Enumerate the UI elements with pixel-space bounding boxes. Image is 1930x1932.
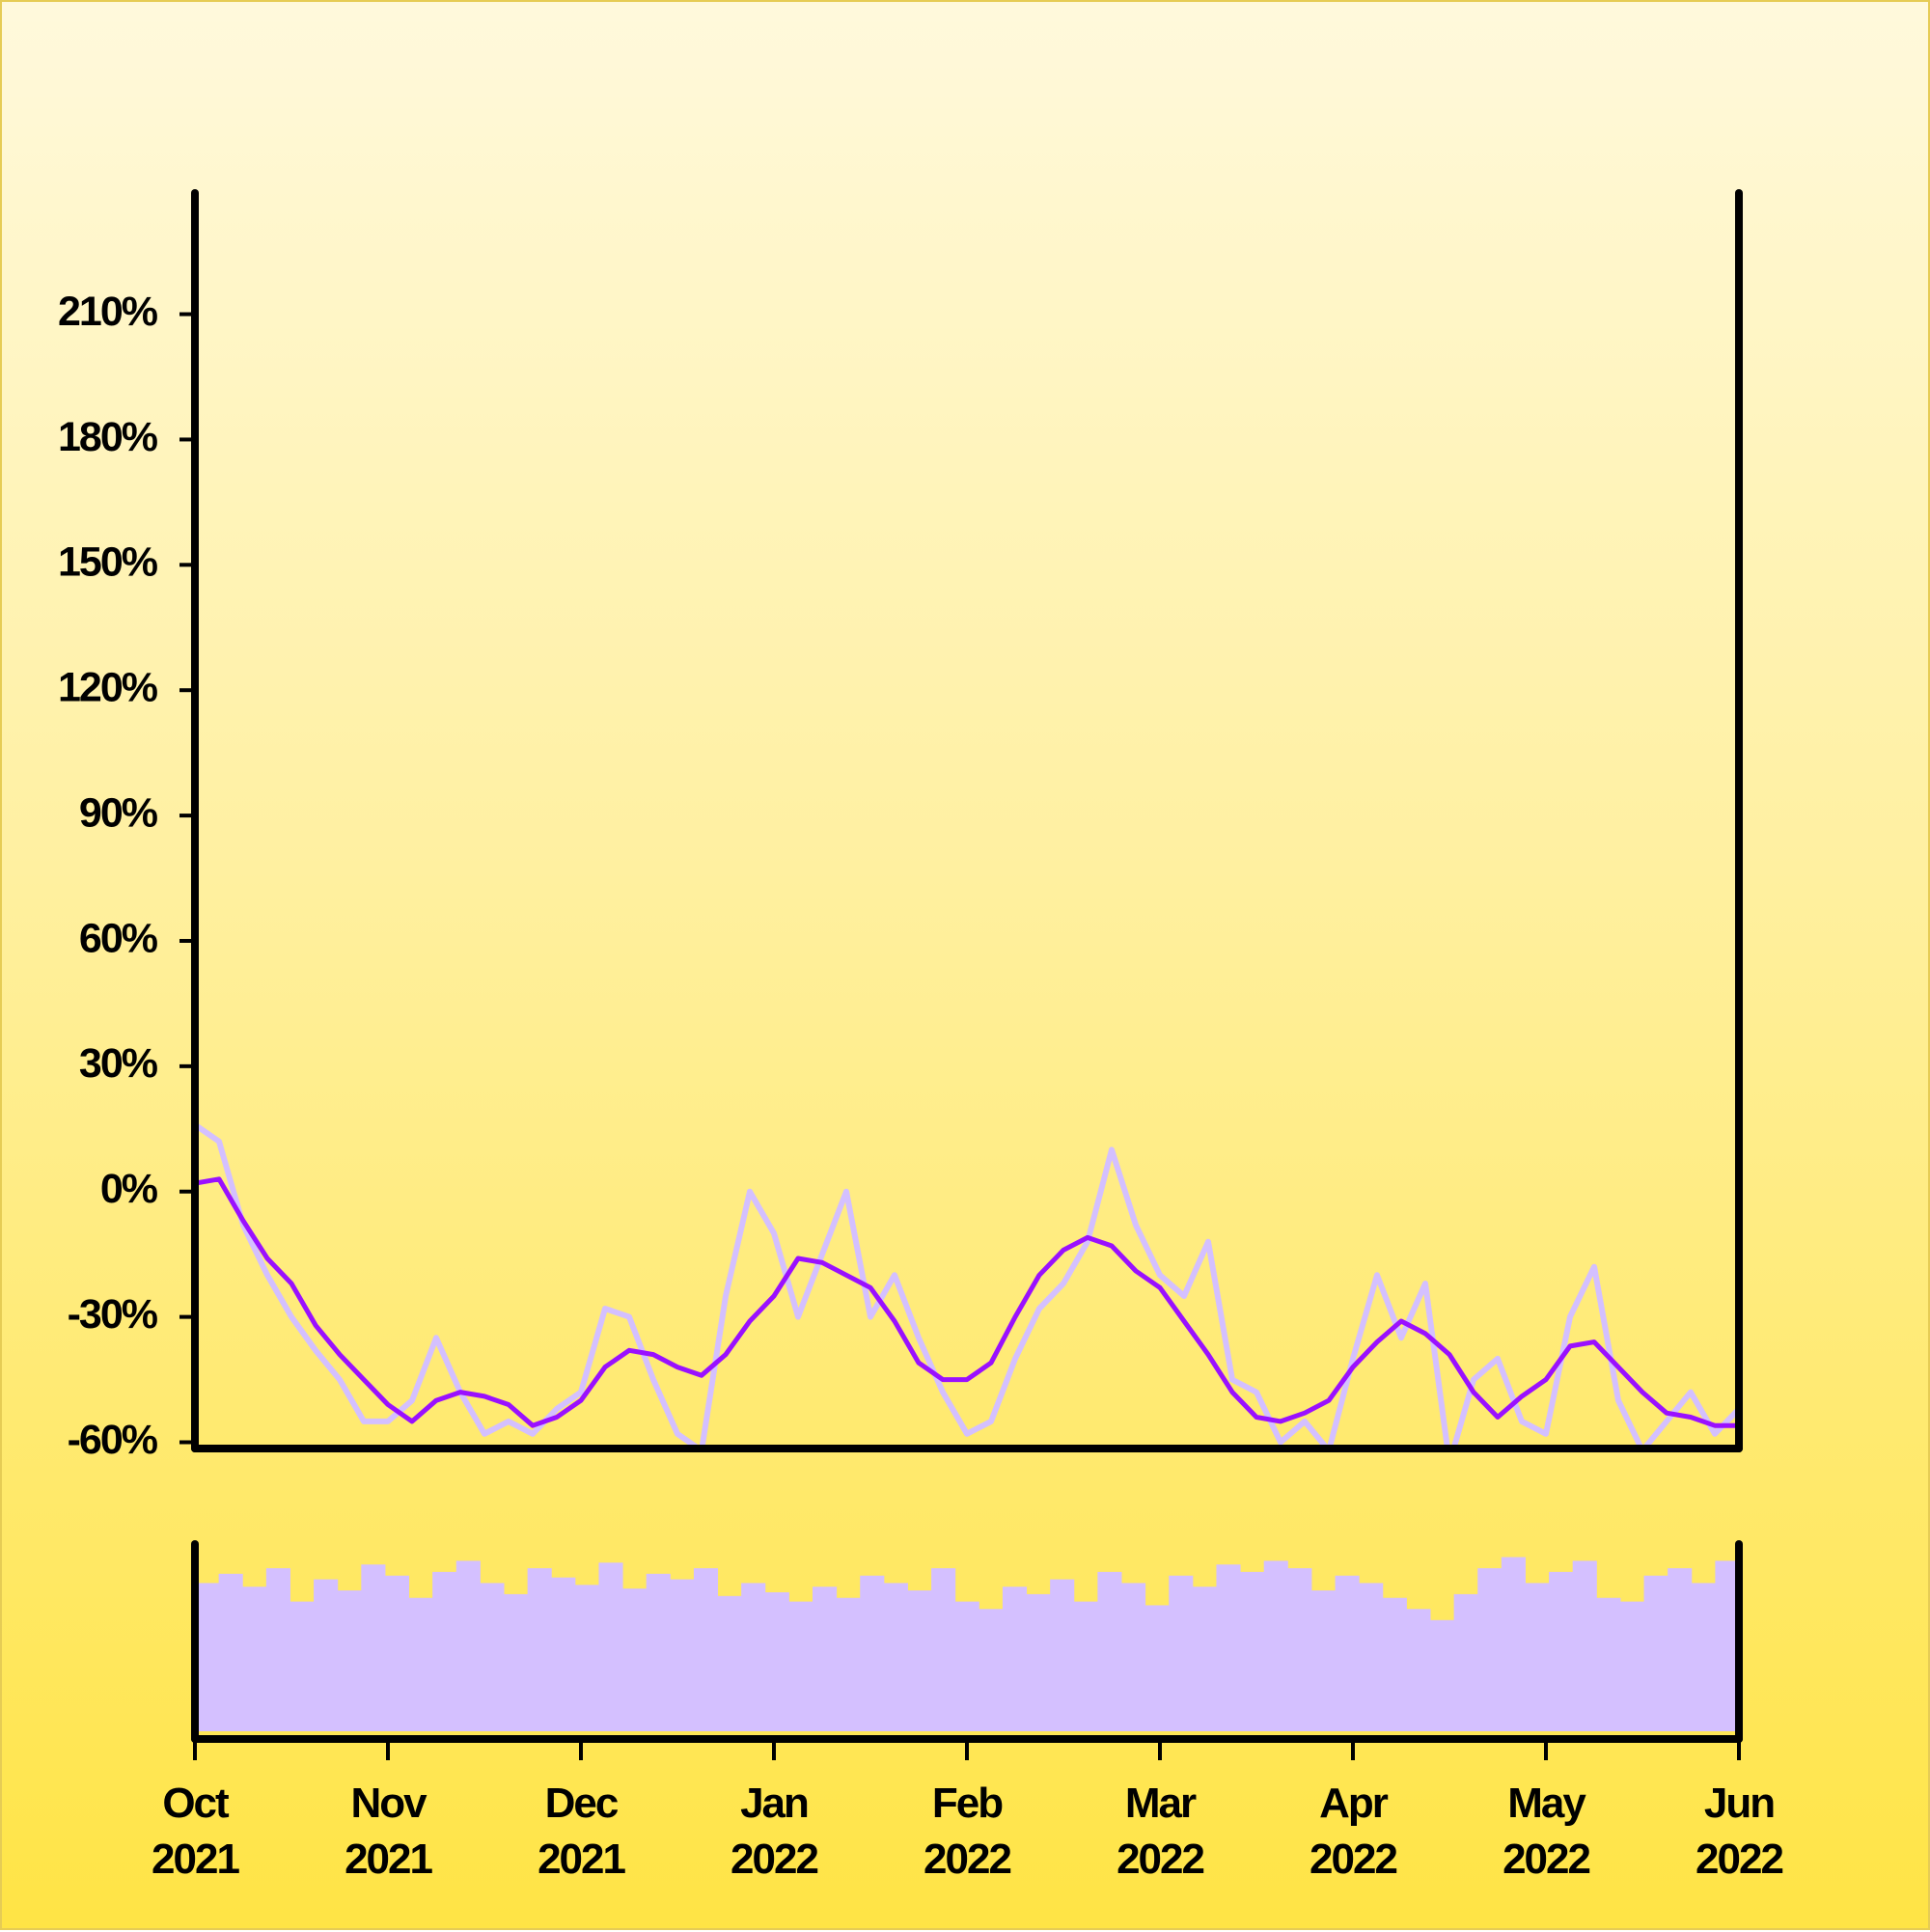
y-tick-label: 210% bbox=[58, 289, 158, 335]
volume-bar bbox=[504, 1593, 529, 1731]
volume-bar bbox=[1430, 1619, 1455, 1731]
volume-bar bbox=[1525, 1583, 1550, 1731]
volume-bar bbox=[1549, 1571, 1574, 1731]
volume-bar bbox=[954, 1601, 979, 1731]
volume-bar bbox=[314, 1579, 339, 1731]
volume-bar bbox=[1453, 1593, 1478, 1731]
x-tick-label: Jun 2022 bbox=[1696, 1780, 1784, 1883]
volume-bar bbox=[1310, 1590, 1337, 1731]
y-tick-label: 0% bbox=[100, 1166, 158, 1212]
x-tick-label: Feb 2022 bbox=[924, 1780, 1012, 1883]
volume-bar bbox=[1097, 1571, 1122, 1731]
volume-bar bbox=[337, 1590, 362, 1731]
volume-bar bbox=[1192, 1587, 1217, 1731]
volume-bar bbox=[195, 1583, 220, 1731]
volume-bar bbox=[931, 1568, 956, 1731]
x-tick-label: Dec 2021 bbox=[538, 1780, 626, 1883]
volume-bar bbox=[1169, 1575, 1194, 1731]
volume-bar bbox=[646, 1573, 671, 1731]
volume-bar bbox=[788, 1601, 813, 1731]
axes bbox=[191, 189, 1743, 1743]
volume-bar bbox=[242, 1587, 267, 1731]
x-tick-label: Mar 2022 bbox=[1117, 1780, 1205, 1883]
volume-bar bbox=[551, 1577, 576, 1731]
volume-bar bbox=[1359, 1583, 1384, 1731]
volume-bar bbox=[1335, 1575, 1360, 1731]
volume-bar bbox=[1050, 1579, 1075, 1731]
volume-bar bbox=[480, 1583, 505, 1731]
volume-bar bbox=[527, 1568, 552, 1731]
volume-bar bbox=[1619, 1601, 1645, 1731]
volume-bar bbox=[574, 1585, 599, 1731]
volume-bar bbox=[1691, 1583, 1716, 1731]
volume-bar bbox=[432, 1571, 457, 1731]
volume-bar bbox=[1287, 1568, 1312, 1731]
volume-bar bbox=[1643, 1575, 1668, 1731]
volume-bar bbox=[361, 1564, 386, 1731]
volume-bar bbox=[907, 1590, 932, 1731]
volume-bar bbox=[1240, 1571, 1265, 1731]
volume-bar bbox=[693, 1568, 719, 1731]
volume-bar bbox=[1668, 1568, 1693, 1731]
y-tick-label: 150% bbox=[58, 539, 158, 586]
volume-bar bbox=[1477, 1568, 1503, 1731]
volume-area bbox=[195, 1557, 1740, 1731]
volume-bar bbox=[883, 1583, 908, 1731]
volume-bar bbox=[836, 1597, 861, 1731]
volume-bar bbox=[384, 1575, 410, 1731]
volume-bar bbox=[218, 1573, 243, 1731]
y-tick-label: -60% bbox=[68, 1417, 158, 1463]
y-tick-label: 120% bbox=[58, 665, 158, 711]
plot-area bbox=[195, 1122, 1739, 1449]
volume-bar bbox=[408, 1597, 433, 1731]
volume-bar bbox=[1382, 1597, 1407, 1731]
volume-bar bbox=[455, 1560, 481, 1731]
volume-bar bbox=[1002, 1587, 1028, 1731]
y-tick-label: 90% bbox=[79, 789, 158, 836]
y-tick-label: 30% bbox=[79, 1040, 158, 1087]
x-tick-label: Jan 2022 bbox=[731, 1780, 819, 1883]
volume-bar bbox=[670, 1579, 695, 1731]
volume-bar bbox=[717, 1595, 742, 1731]
volume-bar bbox=[1572, 1560, 1597, 1731]
volume-bar bbox=[1263, 1560, 1288, 1731]
volume-bar bbox=[1073, 1601, 1098, 1731]
volume-bar bbox=[764, 1592, 789, 1731]
volume-bar bbox=[1026, 1593, 1051, 1731]
x-tick-label: Apr 2022 bbox=[1310, 1780, 1398, 1883]
y-tick-label: 60% bbox=[79, 915, 158, 961]
x-tick-label: Oct 2021 bbox=[152, 1780, 240, 1883]
raw-line bbox=[195, 1122, 1739, 1449]
volume-bar bbox=[1121, 1583, 1146, 1731]
x-tick-label: Nov 2021 bbox=[345, 1780, 433, 1883]
volume-bar bbox=[979, 1609, 1004, 1731]
volume-bar bbox=[1501, 1557, 1526, 1731]
y-tick-label: -30% bbox=[68, 1291, 158, 1338]
volume-bar bbox=[1406, 1609, 1431, 1731]
volume-bar bbox=[1216, 1564, 1241, 1731]
volume-bar bbox=[265, 1568, 290, 1731]
volume-bar bbox=[860, 1575, 885, 1731]
volume-bar bbox=[813, 1587, 838, 1731]
volume-bar bbox=[290, 1601, 315, 1731]
smoothed-line bbox=[195, 1176, 1739, 1428]
volume-bar bbox=[741, 1583, 766, 1731]
volume-bar bbox=[1144, 1605, 1170, 1731]
volume-bar bbox=[598, 1562, 623, 1731]
y-tick-label: 180% bbox=[58, 414, 158, 460]
volume-bar bbox=[622, 1588, 648, 1731]
volume-bar bbox=[1596, 1597, 1621, 1731]
x-tick-label: May 2022 bbox=[1503, 1780, 1591, 1883]
